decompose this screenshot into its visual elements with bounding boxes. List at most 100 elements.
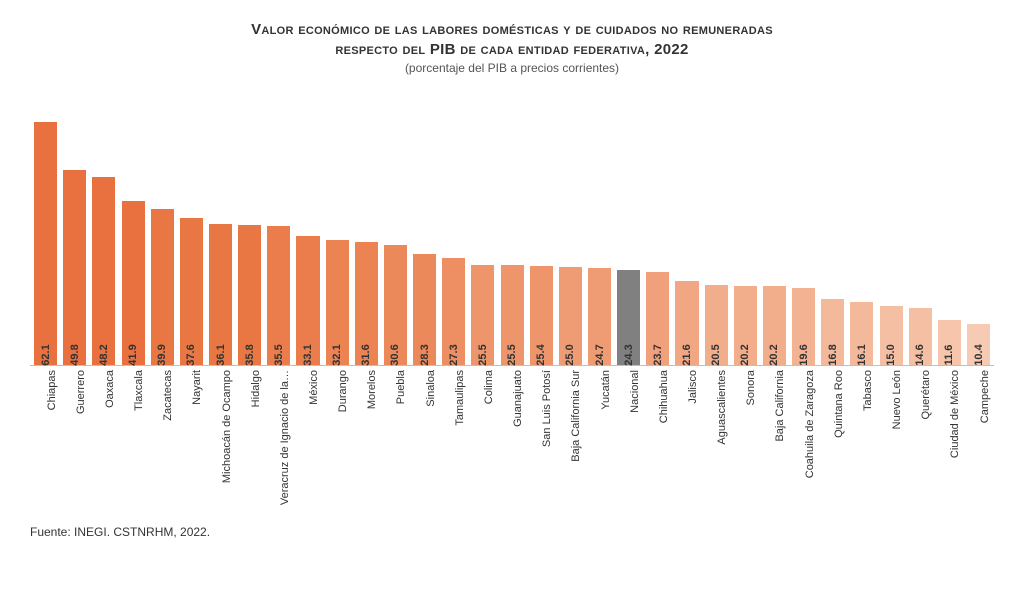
bar-slot: 30.6	[382, 111, 409, 365]
x-axis-label: Jalisco	[687, 370, 699, 404]
bar-value-label: 14.6	[914, 344, 926, 365]
x-axis-label: Yucatán	[600, 370, 612, 410]
x-label-slot: Chihuahua	[644, 370, 671, 520]
bar: 39.9	[151, 209, 174, 365]
bar-value-label: 24.3	[623, 344, 635, 365]
bar-slot: 39.9	[149, 111, 176, 365]
bar: 23.7	[646, 272, 669, 365]
bar-value-label: 11.6	[943, 345, 955, 366]
bar-value-label: 19.6	[798, 344, 810, 365]
bar-value-label: 24.7	[594, 344, 606, 365]
bar-slot: 16.8	[819, 111, 846, 365]
bar: 41.9	[122, 201, 145, 365]
x-axis-label: Sinaloa	[425, 370, 437, 407]
x-axis-label: Zacatecas	[162, 370, 174, 421]
x-label-slot: Morelos	[353, 370, 380, 520]
bar: 37.6	[180, 218, 203, 365]
x-axis-label: Veracruz de Ignacio de la…	[279, 370, 291, 505]
source-prefix: Fuente:	[30, 525, 74, 539]
bar-slot: 11.6	[936, 111, 963, 365]
bar: 24.3	[617, 270, 640, 365]
bar-value-label: 16.1	[856, 344, 868, 365]
x-axis-label: Chiapas	[46, 370, 58, 410]
bar: 19.6	[792, 288, 815, 365]
x-axis-label: Guerrero	[75, 370, 87, 414]
bar-value-label: 25.5	[506, 344, 518, 365]
bar-slot: 20.2	[732, 111, 759, 365]
x-label-slot: Baja California	[761, 370, 788, 520]
bar-value-label: 10.4	[973, 344, 985, 365]
bar-value-label: 25.0	[564, 344, 576, 365]
x-axis-label: Oaxaca	[104, 370, 116, 408]
source-text: INEGI. CSTNRHM, 2022.	[74, 525, 210, 539]
x-axis-label: Nayarit	[191, 370, 203, 405]
bar: 27.3	[442, 258, 465, 365]
x-axis-label: Ciudad de México	[949, 370, 961, 458]
x-axis-label: Puebla	[395, 370, 407, 404]
x-label-slot: Nayarit	[178, 370, 205, 520]
bar-slot: 48.2	[90, 111, 117, 365]
bar-slot: 16.1	[848, 111, 875, 365]
bar-value-label: 16.8	[827, 344, 839, 365]
bar-value-label: 25.4	[535, 344, 547, 365]
x-label-slot: Baja California Sur	[557, 370, 584, 520]
bar-value-label: 32.1	[331, 344, 343, 365]
x-label-slot: Campeche	[965, 370, 992, 520]
bar: 20.2	[763, 286, 786, 365]
bar-slot: 31.6	[353, 111, 380, 365]
bar-slot: 20.5	[703, 111, 730, 365]
x-axis-label: Aguascalientes	[716, 370, 728, 445]
bar-slot: 21.6	[673, 111, 700, 365]
bar: 20.2	[734, 286, 757, 365]
chart-title-line2: respecto del PIB de cada entidad federat…	[30, 40, 994, 60]
bar-value-label: 23.7	[652, 344, 664, 365]
bar-value-label: 37.6	[185, 344, 197, 365]
x-label-slot: Michoacán de Ocampo	[207, 370, 234, 520]
x-label-slot: Guerrero	[61, 370, 88, 520]
bar: 33.1	[296, 236, 319, 365]
bar: 25.5	[501, 265, 524, 365]
x-label-slot: Quintana Roo	[819, 370, 846, 520]
bar: 30.6	[384, 245, 407, 365]
bar-value-label: 21.6	[681, 344, 693, 365]
bar: 24.7	[588, 268, 611, 365]
bar-slot: 25.0	[557, 111, 584, 365]
x-label-slot: Ciudad de México	[936, 370, 963, 520]
x-axis-label: Guanajuato	[512, 370, 524, 427]
bar-value-label: 49.8	[69, 344, 81, 365]
chart-source: Fuente: INEGI. CSTNRHM, 2022.	[30, 525, 994, 539]
x-label-slot: Coahuila de Zaragoza	[790, 370, 817, 520]
bar-slot: 24.7	[586, 111, 613, 365]
x-label-slot: México	[294, 370, 321, 520]
x-axis-label: Querétaro	[920, 370, 932, 420]
title-block: Valor económico de las labores doméstica…	[30, 20, 994, 75]
bar: 16.1	[850, 302, 873, 365]
bar-slot: 25.5	[499, 111, 526, 365]
bar-value-label: 35.5	[273, 344, 285, 365]
chart-title-line1: Valor económico de las labores doméstica…	[30, 20, 994, 40]
x-axis-label: México	[308, 370, 320, 405]
x-labels-row: ChiapasGuerreroOaxacaTlaxcalaZacatecasNa…	[30, 370, 994, 520]
bar: 15.0	[880, 306, 903, 365]
bar: 36.1	[209, 224, 232, 365]
bar-value-label: 27.3	[448, 344, 460, 365]
bar: 10.4	[967, 324, 990, 365]
bar-value-label: 15.0	[885, 344, 897, 365]
x-label-slot: Nuevo León	[878, 370, 905, 520]
bar-value-label: 30.6	[389, 344, 401, 365]
x-axis-label: Colima	[483, 370, 495, 404]
bar-slot: 24.3	[615, 111, 642, 365]
bar: 35.8	[238, 225, 261, 365]
x-label-slot: Puebla	[382, 370, 409, 520]
x-axis-label: Quintana Roo	[833, 370, 845, 438]
bar-value-label: 41.9	[127, 344, 139, 365]
bar: 11.6	[938, 320, 961, 365]
bar-slot: 62.1	[32, 111, 59, 365]
bar: 28.3	[413, 254, 436, 365]
x-axis-label: Michoacán de Ocampo	[221, 370, 233, 483]
bar-slot: 25.4	[528, 111, 555, 365]
bar-slot: 14.6	[907, 111, 934, 365]
bar: 25.5	[471, 265, 494, 365]
bar-chart: 62.1 49.8 48.2 41.9 39.9 37.6 36.1 35.8 35.5 33.1…	[30, 81, 994, 521]
bar-slot: 20.2	[761, 111, 788, 365]
